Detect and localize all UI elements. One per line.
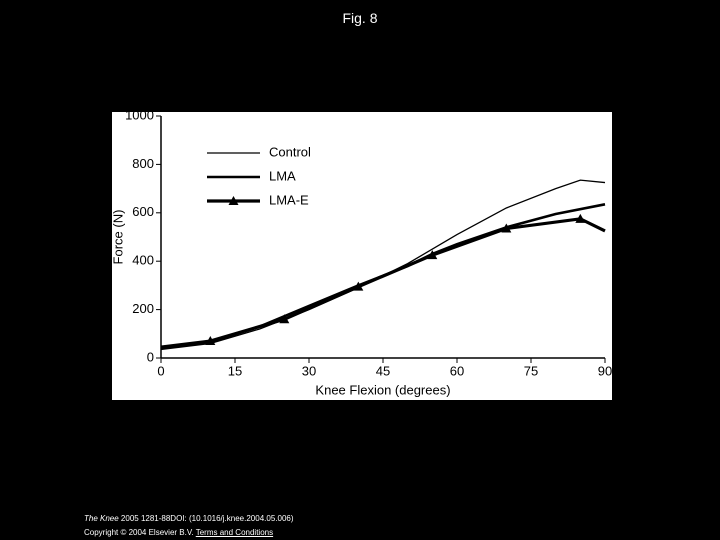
line-series — [160, 179, 606, 351]
y-tick-label: 800 — [132, 156, 154, 171]
terms-link[interactable]: Terms and Conditions — [195, 528, 274, 537]
x-tick-label: 75 — [524, 363, 538, 378]
y-tick-label: 600 — [132, 204, 154, 219]
chart-background — [112, 112, 612, 400]
citation: The Knee 2005 1281-88DOI: (10.1016/j.kne… — [84, 514, 294, 523]
y-tick-label: 400 — [132, 253, 154, 268]
y-axis-label: Force (N) — [112, 210, 125, 265]
legend-label: LMA — [269, 168, 296, 183]
copyright: Copyright © 2004 Elsevier B.V. — [84, 528, 194, 537]
x-tick-label: 45 — [376, 363, 390, 378]
x-tick-label: 60 — [450, 363, 464, 378]
citation-text: 2005 1281-88DOI: (10.1016/j.knee.2004.05… — [118, 514, 294, 523]
x-axis-label: Knee Flexion (degrees) — [315, 382, 450, 397]
slide-title: Fig. 8 — [342, 10, 378, 26]
legend-label: Control — [269, 144, 311, 159]
y-tick-label: 0 — [147, 349, 154, 364]
x-tick-label: 15 — [228, 363, 242, 378]
marker — [427, 250, 438, 260]
x-tick-label: 30 — [302, 363, 316, 378]
chart: 0 200 400 600 800 1000 0 15 30 45 60 75 90 Knee Flexi… — [112, 112, 612, 400]
marker — [205, 336, 216, 346]
x-tick-label: 90 — [598, 363, 612, 378]
line-series — [160, 217, 606, 349]
y-tick-label: 200 — [132, 301, 154, 316]
marker — [279, 314, 290, 324]
journal: The Knee — [84, 514, 119, 523]
legend-label: LMA-E — [269, 192, 309, 207]
marker — [575, 213, 586, 223]
marker — [501, 223, 512, 233]
legend-marker — [228, 196, 239, 205]
marker — [353, 281, 364, 291]
copyright-line: Copyright © 2004 Elsevier B.V. Terms and… — [84, 528, 273, 537]
x-tick-label: 0 — [157, 363, 164, 378]
y-tick-label: 1000 — [125, 112, 154, 122]
